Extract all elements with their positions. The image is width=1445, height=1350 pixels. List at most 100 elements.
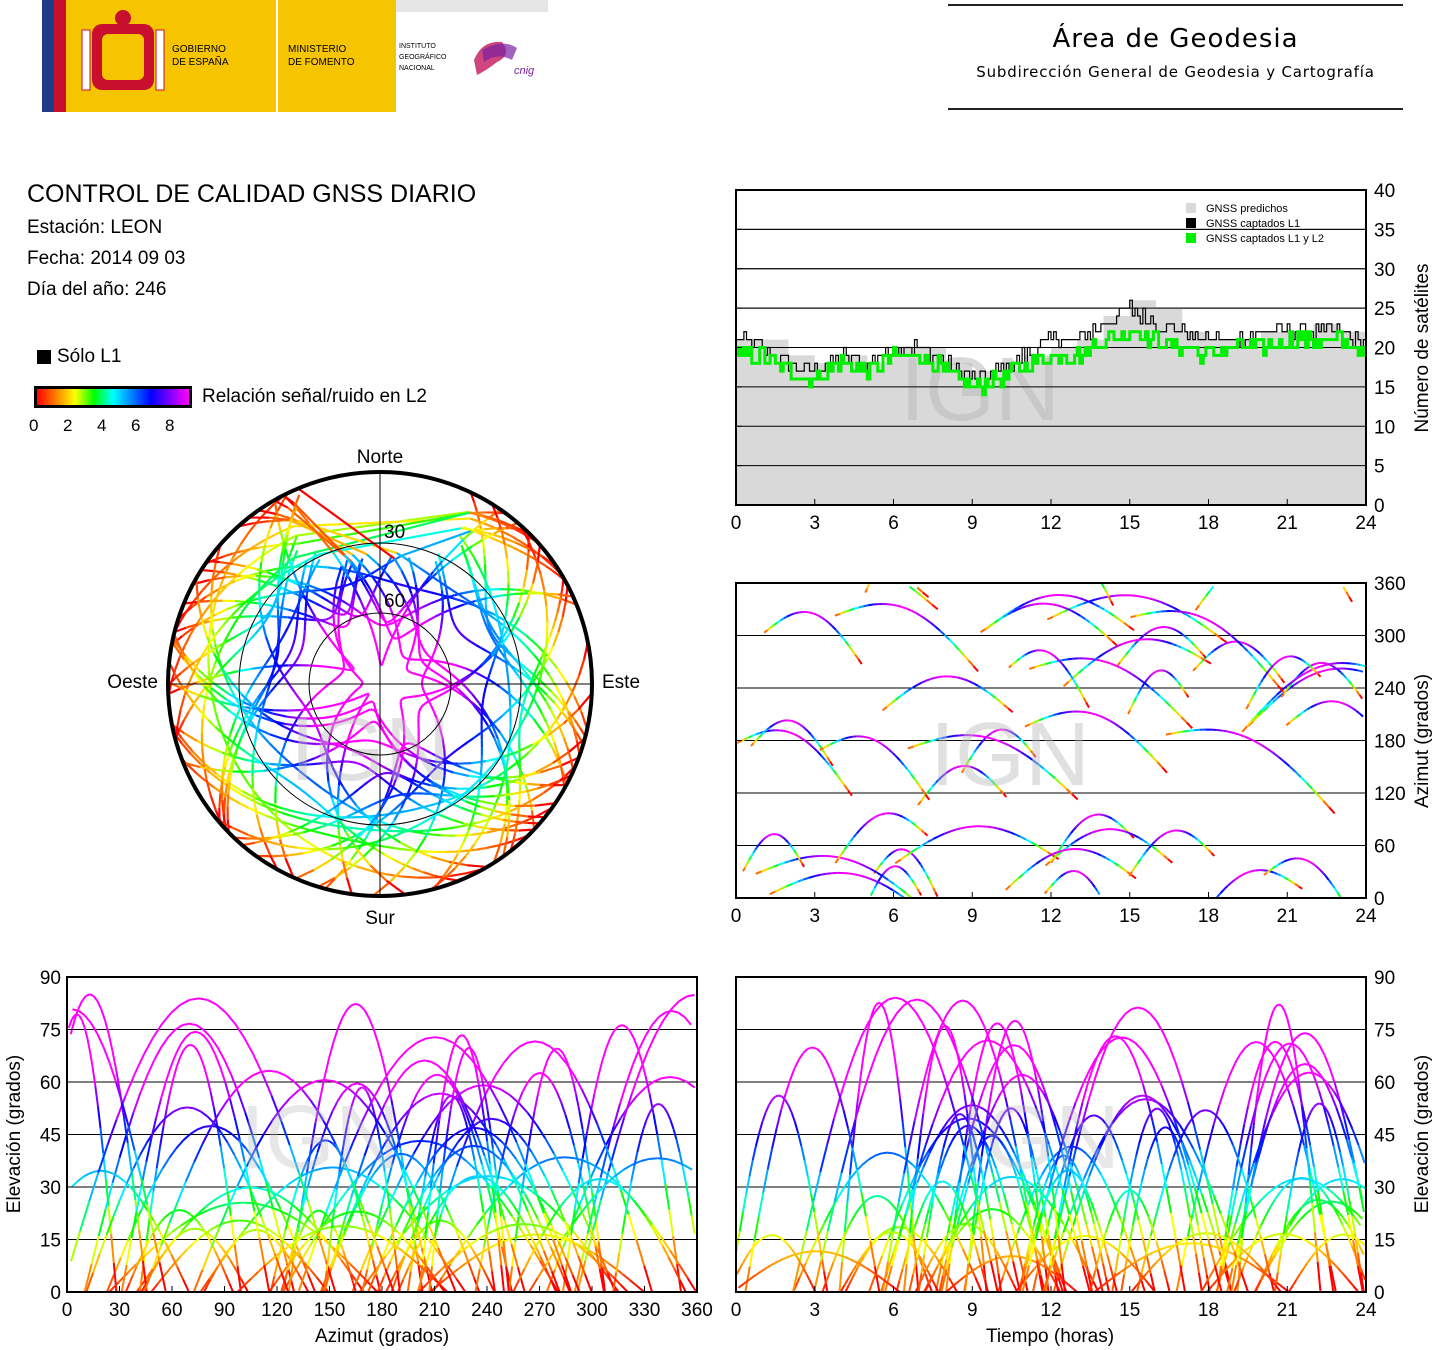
elevation-azimuth-track (386, 1189, 391, 1209)
satellite-track (381, 729, 387, 736)
satellite-track (347, 661, 352, 666)
elevation-azimuth-track (530, 1151, 540, 1164)
elevation-azimuth-track (631, 1160, 642, 1166)
satellite-track (287, 620, 293, 628)
satellite-track (456, 841, 465, 855)
azimuth-track (1332, 665, 1336, 669)
satellite-track (362, 780, 369, 787)
elevation-azimuth-track (349, 1263, 361, 1275)
satellite-track (221, 799, 225, 815)
satellite-track (475, 644, 482, 650)
azimuth-track (799, 723, 804, 728)
satellite-track (376, 844, 385, 848)
satellite-track (244, 565, 257, 571)
elevation-azimuth-track (99, 1128, 105, 1154)
satellite-track (393, 763, 398, 770)
satellite-track (243, 598, 253, 610)
satellite-track (209, 771, 221, 782)
satellite-track (367, 619, 373, 630)
azimuth-track (1065, 788, 1073, 795)
azimuth-track (913, 778, 920, 785)
satellite-track (486, 612, 496, 620)
satellite-track (305, 792, 312, 799)
elevation-azimuth-track (357, 1202, 363, 1217)
satellite-track (432, 695, 440, 700)
elevation-azimuth-track (497, 1118, 506, 1124)
elevation-azimuth-track (678, 995, 688, 1003)
elevation-azimuth-track (233, 1154, 242, 1169)
azimuth-track (1076, 602, 1084, 607)
satellite-track (385, 808, 395, 818)
elevation-azimuth-track (218, 1099, 229, 1114)
satellite-track (547, 718, 558, 732)
elevation-azimuth-track (430, 1132, 435, 1147)
elevation-azimuth-track (221, 1221, 229, 1225)
azimuth-track (935, 779, 940, 784)
elevation-azimuth-track (438, 1143, 449, 1150)
elevation-azimuth-track (238, 1138, 246, 1163)
elevation-azimuth-track (450, 1223, 456, 1228)
elevation-azimuth-track (215, 1240, 221, 1246)
elevation-azimuth-track (555, 1091, 563, 1103)
satellite-track (435, 793, 443, 797)
satellite-track (250, 556, 261, 566)
elevation-azimuth-track (613, 1025, 619, 1032)
elevation-azimuth-track (182, 1278, 190, 1293)
satellite-track (539, 765, 560, 774)
satellite-track (475, 774, 485, 784)
azimuth-track (1261, 704, 1268, 711)
azimuth-track (1310, 704, 1315, 709)
azimuth-track (1271, 666, 1277, 672)
elevation-azimuth-track (216, 1003, 227, 1014)
azimuth-track (1087, 849, 1093, 853)
elevation-azimuth-track (416, 1169, 426, 1183)
elevation-azimuth-track (653, 1077, 663, 1083)
azimuth-track (770, 624, 775, 629)
satellite-track (229, 786, 242, 796)
azimuth-track (1140, 634, 1145, 639)
elevation-azimuth-track (201, 1127, 212, 1145)
elevation-azimuth-track (356, 1155, 366, 1177)
azimuth-track (965, 825, 972, 829)
satellite-track (483, 765, 493, 776)
azimuth-track (913, 743, 920, 748)
satellite-track (267, 571, 279, 578)
satellite-track (441, 538, 465, 562)
azimuth-track (780, 885, 787, 890)
azimuth-track (752, 733, 757, 737)
azimuth-track (1035, 859, 1042, 865)
satellite-track (364, 828, 373, 840)
azimuth-track (1010, 662, 1015, 667)
elevation-azimuth-track (613, 1277, 622, 1286)
satellite-track (264, 764, 273, 771)
azimuth-track (1062, 681, 1070, 688)
azimuth-track (1078, 820, 1083, 825)
satellite-track (213, 653, 224, 670)
elevation-azimuth-track (310, 1147, 316, 1154)
azimuth-track (924, 740, 931, 744)
satellite-track (406, 581, 413, 594)
elevation-azimuth-track (262, 1230, 267, 1234)
satellite-track (421, 647, 427, 653)
satellite-track (425, 749, 433, 755)
satellite-track (341, 861, 348, 878)
azimuth-track (1119, 726, 1125, 732)
satellite-track (561, 698, 570, 713)
azimuth-track (1069, 829, 1075, 835)
elevation-azimuth-track (108, 1281, 119, 1293)
satellite-track (461, 527, 476, 532)
azimuth-track (837, 738, 842, 742)
elevation-azimuth-track (342, 1222, 350, 1237)
azimuth-track (818, 615, 824, 620)
elevation-azimuth-track (336, 1093, 344, 1103)
satellite-track (449, 749, 457, 756)
azimuth-track (876, 871, 884, 877)
satellite-track (424, 803, 436, 808)
satellite-track (452, 551, 463, 561)
elevation-azimuth-track (224, 1128, 233, 1135)
legend-swatch-l1l2 (1186, 233, 1196, 243)
elevation-azimuth-track (182, 1022, 190, 1027)
azimuth-track (1220, 643, 1224, 647)
elevation-azimuth-track (464, 1238, 471, 1245)
azimuth-track (973, 682, 979, 687)
